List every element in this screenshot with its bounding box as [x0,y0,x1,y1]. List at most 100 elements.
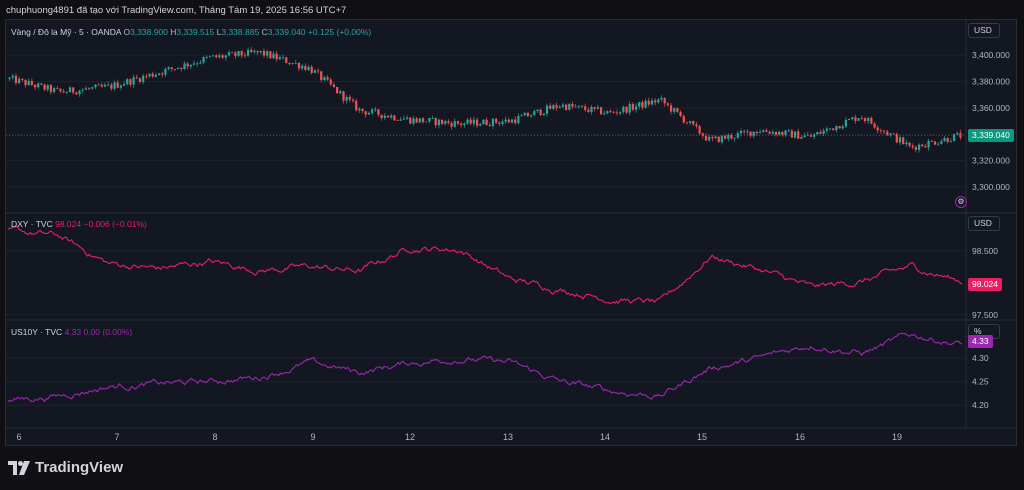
candle-body [669,105,673,112]
settings-icon[interactable]: ⚙ [955,196,967,208]
candle-body [348,96,351,100]
candle-body [857,118,860,121]
candle-body [278,57,282,60]
candle-body [619,111,622,114]
candle-body [800,137,803,139]
candle-body [421,118,425,123]
candle-body [943,137,946,142]
candle-body [113,82,116,89]
candle-body [148,73,151,77]
candle-body [129,79,132,85]
gold-c-label: C [261,27,268,37]
candle-body [21,78,24,80]
candle-body [809,134,813,137]
candle-body [11,75,14,78]
candle-body [463,123,466,126]
candle-body [167,67,170,70]
candle-body [692,121,695,125]
candle-body [138,78,142,82]
candle-body [434,118,437,126]
candle-body [199,62,202,64]
candle-body [685,122,689,124]
candle-body [390,115,393,118]
gold-close: 3,339.040 [267,27,306,37]
candle-body [946,137,949,142]
candle-body [266,51,269,56]
gold-change: +0.125 (+0.00%) [307,27,372,37]
candle-body [291,62,294,64]
gold-last-price-tag: 3,339.040 [968,129,1014,142]
candle-body [65,92,68,94]
candle-body [577,105,580,107]
candle-body [33,84,37,88]
candle-body [475,119,479,126]
candle-body [110,84,113,89]
candle-body [431,118,434,119]
candle-body [495,118,498,123]
candle-body [584,106,587,110]
candle-body [638,102,641,107]
dxy-last-price-tag: 98.024 [968,278,1002,291]
candle-body [841,126,844,129]
candle-body [622,107,625,112]
candle-body [402,118,406,120]
candle-body [456,121,460,124]
candle-body [205,56,208,58]
candle-body [428,118,431,122]
x-tick-label: 8 [212,432,217,442]
candle-body [272,53,275,59]
candle-body [940,141,943,144]
candle-body [43,84,46,90]
candle-body [75,92,78,95]
x-tick-label: 15 [697,432,707,442]
candle-body [921,144,924,147]
candle-body [246,49,250,56]
candle-body [510,119,514,123]
us10y-legend: US10Y · TVC 4.33 0.00 (0.00%) [11,327,132,337]
candle-body [227,52,231,56]
y-tick-label: 3,320.000 [972,156,1010,166]
candle-body [97,84,100,86]
us10y-symbol: US10Y · TVC [11,327,63,337]
candle-body [631,104,634,110]
dxy-series-line [7,225,963,305]
candle-body [889,133,892,136]
candle-body [329,79,332,85]
candle-body [336,87,339,94]
candle-body [177,67,180,70]
chart-frame[interactable] [5,19,1017,446]
candle-body [192,63,196,65]
candle-body [606,111,609,114]
tradingview-brand-text: TradingView [35,459,124,476]
candle-body [507,119,510,123]
candle-body [599,107,603,115]
y-tick-label: 3,400.000 [972,50,1010,60]
candle-body [835,126,838,131]
candle-body [517,115,520,124]
candle-body [768,131,771,134]
candle-body [18,78,21,84]
candle-body [787,130,790,132]
candle-body [62,91,65,93]
gold-symbol: Vàng / Đô la Mỹ · 5 · OANDA [11,27,122,37]
candle-body [444,121,447,124]
x-tick-label: 16 [795,432,805,442]
candle-body [520,115,523,117]
dxy-currency-button[interactable]: USD [968,216,1000,231]
candle-body [307,66,310,70]
gold-currency-button[interactable]: USD [968,23,1000,38]
candle-body [310,66,313,73]
candle-body [367,112,371,115]
chart-caption: chuphuong4891 đã tạo với TradingView.com… [6,5,347,16]
candle-body [886,131,889,136]
candle-body [650,100,654,105]
candle-body [259,50,262,53]
candle-body [771,131,774,134]
candle-body [895,133,898,143]
candle-body [351,99,355,101]
candle-body [797,131,800,139]
candle-body [949,141,952,142]
candle-body [342,91,345,101]
candle-body [917,144,921,150]
